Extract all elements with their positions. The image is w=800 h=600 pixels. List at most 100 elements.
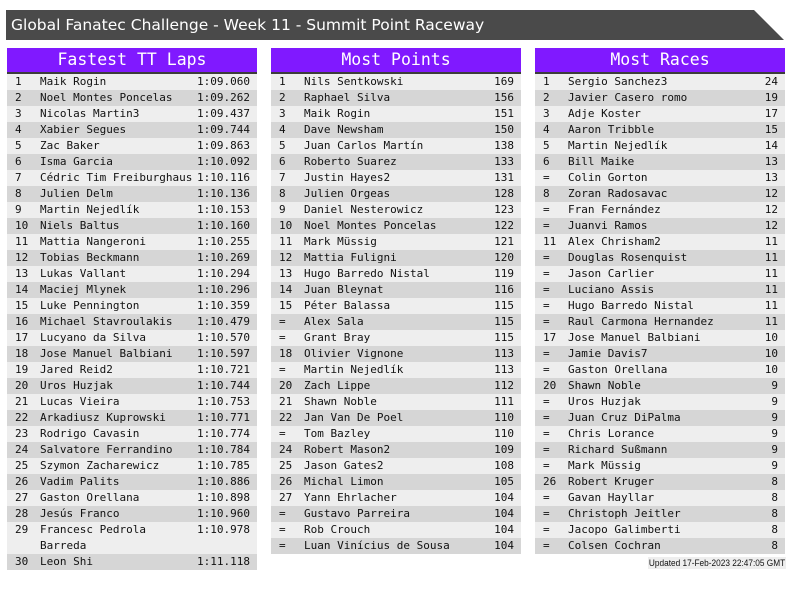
driver-name-cell: Mark Müssig — [304, 235, 377, 248]
driver-name-cell: Jose Manuel Balbiani — [40, 347, 173, 360]
rank-cell: = — [543, 523, 550, 536]
table-row: 29 Francesc Pedrola Barreda 1:10.978 — [7, 522, 257, 554]
value-cell: 1:10.092 — [197, 155, 250, 168]
rank-cell: 21 — [279, 395, 293, 408]
table-row: 26 Michal Limon 105 — [271, 474, 521, 490]
driver-name-cell: Niels Baltus — [40, 219, 120, 232]
rank-cell: 8 — [15, 187, 22, 200]
value-cell: 111 — [494, 395, 514, 408]
table-row: = Christoph Jeitler 8 — [535, 506, 785, 522]
driver-name-cell: Xabier Segues — [40, 123, 127, 136]
rank-cell: 8 — [279, 187, 286, 200]
rank-cell: = — [543, 395, 550, 408]
table-row: 24 Salvatore Ferrandino 1:10.784 — [7, 442, 257, 458]
driver-name-cell: Michal Limon — [304, 475, 384, 488]
table-row: = Uros Huzjak 9 — [535, 394, 785, 410]
table-row: 15 Péter Balassa 115 — [271, 298, 521, 314]
driver-name-cell: Mark Müssig — [568, 459, 641, 472]
rank-cell: 27 — [15, 491, 29, 504]
rank-cell: = — [543, 507, 550, 520]
table-row: = Juanvi Ramos 12 — [535, 218, 785, 234]
rank-cell: = — [543, 219, 550, 232]
table-row: 3 Adje Koster 17 — [535, 106, 785, 122]
value-cell: 113 — [494, 363, 514, 376]
driver-name-cell: Richard Sußmann — [568, 443, 668, 456]
driver-name-cell: Daniel Nesterowicz — [304, 203, 424, 216]
driver-name-cell: Colin Gorton — [568, 171, 648, 184]
driver-name-cell: Maciej Mlynek — [40, 283, 127, 296]
rank-cell: 3 — [279, 107, 286, 120]
driver-name-cell: Grant Bray — [304, 331, 371, 344]
value-cell: 110 — [494, 411, 514, 424]
rank-cell: = — [543, 299, 550, 312]
table-row: 2 Noel Montes Poncelas 1:09.262 — [7, 90, 257, 106]
table-row: 10 Niels Baltus 1:10.160 — [7, 218, 257, 234]
rank-cell: = — [543, 171, 550, 184]
value-cell: 1:10.978 — [197, 523, 250, 536]
driver-name-cell: Raphael Silva — [304, 91, 391, 104]
rank-cell: 26 — [543, 475, 557, 488]
driver-name-cell: Maik Rogin — [304, 107, 371, 120]
most-points-table: Most Points 1 Nils Sentkowski 169 2 Raphael … — [271, 48, 521, 554]
value-cell: 9 — [771, 459, 778, 472]
driver-name-cell: Gavan Hayllar — [568, 491, 655, 504]
table-row: 30 Leon Shi 1:11.118 — [7, 554, 257, 570]
value-cell: 9 — [771, 443, 778, 456]
table-row: 6 Isma Garcia 1:10.092 — [7, 154, 257, 170]
table-row: 10 Noel Montes Poncelas 122 — [271, 218, 521, 234]
rank-cell: 25 — [15, 459, 29, 472]
value-cell: 19 — [764, 91, 778, 104]
value-cell: 1:10.479 — [197, 315, 250, 328]
fastest-laps-table: Fastest TT Laps 1 Maik Rogin 1:09.060 2 Noel… — [7, 48, 257, 570]
rank-cell: = — [279, 523, 286, 536]
table-row: 5 Zac Baker 1:09.863 — [7, 138, 257, 154]
table-row: 6 Bill Maike 13 — [535, 154, 785, 170]
driver-name-cell: Juanvi Ramos — [568, 219, 648, 232]
driver-name-cell: Sergio Sanchez3 — [568, 75, 668, 88]
table-row: 1 Nils Sentkowski 169 — [271, 74, 521, 90]
table-row: 4 Dave Newsham 150 — [271, 122, 521, 138]
value-cell: 1:10.960 — [197, 507, 250, 520]
driver-name-cell: Gaston Orellana — [568, 363, 668, 376]
value-cell: 8 — [771, 507, 778, 520]
driver-name-cell: Douglas Rosenquist — [568, 251, 688, 264]
driver-name-cell: Bill Maike — [568, 155, 635, 168]
driver-name-cell: Noel Montes Poncelas — [304, 219, 437, 232]
rank-cell: 5 — [15, 139, 22, 152]
table-row: 14 Juan Bleynat 116 — [271, 282, 521, 298]
rank-cell: 11 — [279, 235, 293, 248]
driver-name-cell: Martin Nejedlík — [304, 363, 404, 376]
value-cell: 131 — [494, 171, 514, 184]
driver-name-cell: Yann Ehrlacher — [304, 491, 397, 504]
value-cell: 104 — [494, 491, 514, 504]
value-cell: 13 — [764, 155, 778, 168]
driver-name-cell: Arkadiusz Kuprowski — [40, 411, 166, 424]
table-row: = Chris Lorance 9 — [535, 426, 785, 442]
rank-cell: 18 — [279, 347, 293, 360]
driver-name-cell: Shawn Noble — [304, 395, 377, 408]
rank-cell: 13 — [15, 267, 29, 280]
driver-name-cell: Javier Casero romo — [568, 91, 688, 104]
driver-name-cell: Tobias Beckmann — [40, 251, 140, 264]
table-row: 25 Szymon Zacharewicz 1:10.785 — [7, 458, 257, 474]
value-cell: 1:10.359 — [197, 299, 250, 312]
table-row: 11 Mattia Nangeroni 1:10.255 — [7, 234, 257, 250]
rank-cell: 29 — [15, 523, 29, 536]
value-cell: 110 — [494, 427, 514, 440]
rank-cell: 13 — [279, 267, 293, 280]
table-row: 20 Zach Lippe 112 — [271, 378, 521, 394]
value-cell: 1:10.153 — [197, 203, 250, 216]
value-cell: 14 — [764, 139, 778, 152]
value-cell: 10 — [764, 331, 778, 344]
table-row: 5 Juan Carlos Martín 138 — [271, 138, 521, 154]
rank-cell: 6 — [279, 155, 286, 168]
table-row: = Alex Sala 115 — [271, 314, 521, 330]
value-cell: 116 — [494, 283, 514, 296]
table-row: 20 Uros Huzjak 1:10.744 — [7, 378, 257, 394]
table-row: = Gaston Orellana 10 — [535, 362, 785, 378]
table-row: 28 Jesús Franco 1:10.960 — [7, 506, 257, 522]
driver-name-cell: Luan Vinícius de Sousa — [304, 539, 450, 552]
driver-name-cell: Uros Huzjak — [40, 379, 113, 392]
value-cell: 8 — [771, 539, 778, 552]
driver-name-cell: Vadim Palits — [40, 475, 120, 488]
